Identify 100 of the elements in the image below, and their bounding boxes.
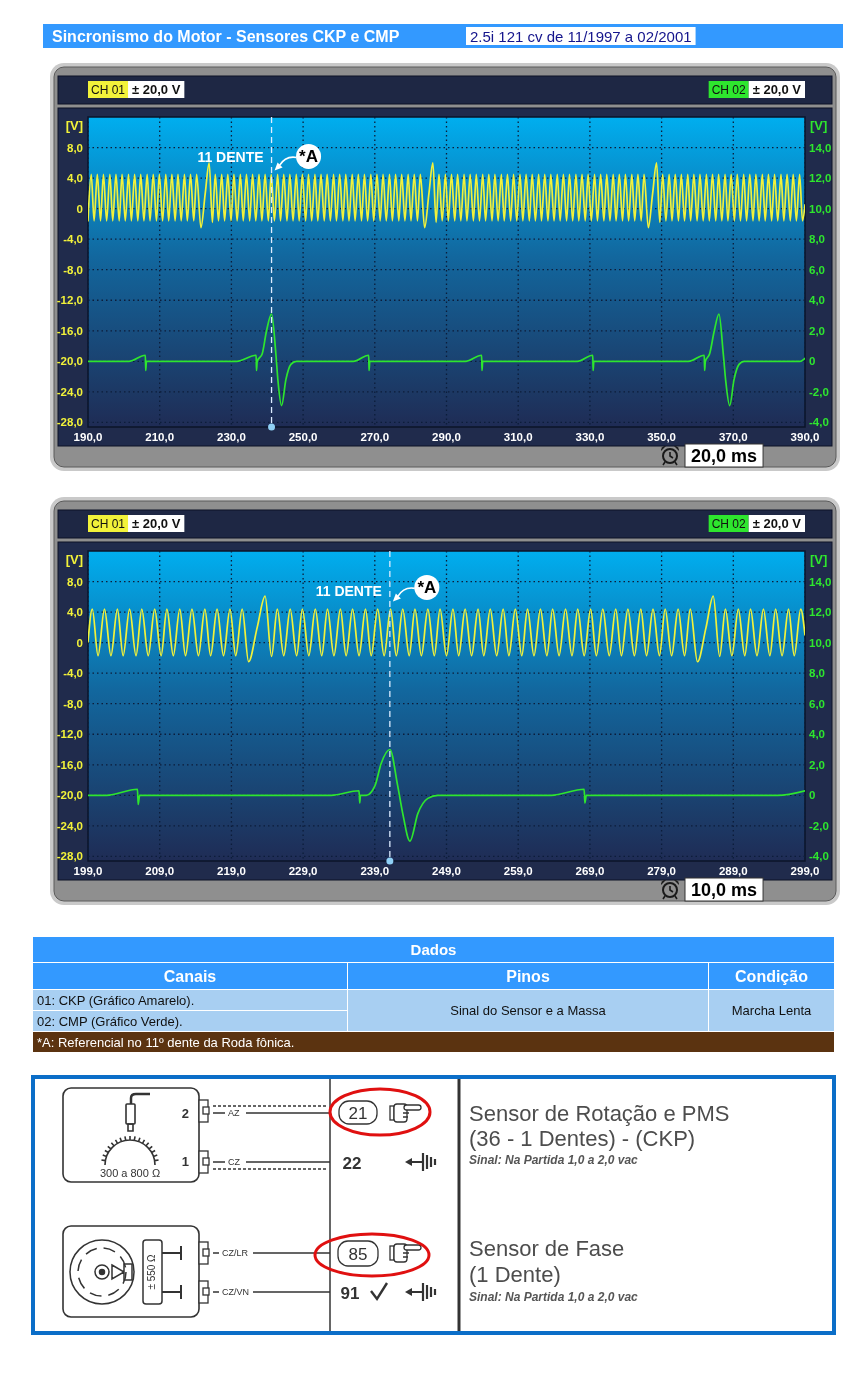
text: CZ xyxy=(228,1157,241,1167)
x-tick-label: 289,0 xyxy=(718,865,748,877)
line-series xyxy=(88,748,805,842)
text: *A: Referencial no 11º dente da Roda fônica. xyxy=(37,1035,295,1050)
chart-title: Sincronismo do Motor - Sensores CKP e CMP xyxy=(52,28,400,45)
y2-tick-label: 10,0 xyxy=(809,636,832,649)
line-series xyxy=(88,313,805,407)
y2-tick-label: 14,0 xyxy=(809,141,832,154)
text: Canais xyxy=(163,968,217,985)
text: 02: CMP (Gráfico Verde). xyxy=(37,1014,183,1029)
y2-tick-label: 14,0 xyxy=(809,575,832,588)
y-tick-label: -8,0 xyxy=(63,697,83,710)
x-tick-label: 219,0 xyxy=(217,865,246,877)
text: Pinos xyxy=(506,968,550,985)
y-axis-title: [V] xyxy=(65,552,83,567)
y-tick-label: -24,0 xyxy=(56,819,83,832)
y2-tick-label: 8,0 xyxy=(809,233,825,246)
text: Sinal do Sensor e a Massa xyxy=(450,1003,607,1018)
y2-tick-label: -2,0 xyxy=(809,819,829,832)
y-tick-label: -12,0 xyxy=(56,294,83,307)
text: Sensor de Fase xyxy=(469,1236,625,1261)
y-tick-label: -12,0 xyxy=(56,728,83,741)
text: 10,0 ms xyxy=(690,880,758,900)
text: 2 xyxy=(181,1106,189,1121)
y-tick-label: 0 xyxy=(76,202,83,215)
y-tick-label: 4,0 xyxy=(67,172,83,185)
y-tick-label: -4,0 xyxy=(63,667,83,680)
x-tick-label: 199,0 xyxy=(73,865,103,877)
y-tick-label: -28,0 xyxy=(56,416,83,429)
text: CH 01 xyxy=(91,83,126,97)
y-axis-title: [V] xyxy=(65,118,83,133)
x-tick-label: 390,0 xyxy=(790,431,820,443)
y2-axis-title: [V] xyxy=(810,552,828,567)
text: Dados xyxy=(410,941,457,958)
ref-line-label: 11 DENTE xyxy=(315,583,382,599)
x-tick-label: 270,0 xyxy=(360,431,390,443)
text: ± 550 Ω xyxy=(146,1253,157,1290)
text: 22 xyxy=(342,1154,362,1173)
y2-tick-label: 12,0 xyxy=(809,172,832,185)
text: CH 02 xyxy=(711,83,746,97)
line-series xyxy=(88,595,805,663)
text: (1 Dente) xyxy=(469,1262,561,1287)
text: (36 - 1 Dentes) - (CKP) xyxy=(469,1126,696,1151)
y2-tick-label: 0 xyxy=(809,789,816,802)
x-tick-label: 290,0 xyxy=(432,431,461,443)
y2-tick-label: 2,0 xyxy=(809,324,825,337)
x-tick-label: 299,0 xyxy=(790,865,820,877)
y2-tick-label: 4,0 xyxy=(809,728,825,741)
y-tick-label: -16,0 xyxy=(56,324,83,337)
text: 1 xyxy=(181,1154,189,1169)
x-tick-label: 210,0 xyxy=(145,431,175,443)
line-series xyxy=(88,161,805,229)
x-tick-label: 269,0 xyxy=(575,865,605,877)
text: Sensor de Rotação e PMS xyxy=(469,1101,730,1126)
y2-axis-title: [V] xyxy=(810,118,828,133)
x-tick-label: 259,0 xyxy=(503,865,533,877)
x-tick-label: 250,0 xyxy=(288,431,318,443)
x-tick-label: 350,0 xyxy=(647,431,676,443)
y2-tick-label: 2,0 xyxy=(809,758,825,771)
y2-tick-label: 4,0 xyxy=(809,294,825,307)
y-tick-label: -20,0 xyxy=(56,789,83,802)
text: Condição xyxy=(735,968,809,985)
y-tick-label: -20,0 xyxy=(56,355,83,368)
y-tick-label: -24,0 xyxy=(56,385,83,398)
y2-tick-label: 0 xyxy=(809,355,816,368)
y-tick-label: -16,0 xyxy=(56,758,83,771)
x-tick-label: 230,0 xyxy=(217,431,246,443)
text: 85 xyxy=(348,1245,368,1264)
y-tick-label: -4,0 xyxy=(63,233,83,246)
y2-tick-label: 10,0 xyxy=(809,202,832,215)
y2-tick-label: -2,0 xyxy=(809,385,829,398)
text: 20,0 ms xyxy=(690,446,758,466)
x-tick-label: 370,0 xyxy=(718,431,748,443)
y2-tick-label: -4,0 xyxy=(809,416,829,429)
y-tick-label: -8,0 xyxy=(63,263,83,276)
text: ± 20,0 V xyxy=(132,516,181,531)
y-tick-label: 0 xyxy=(76,636,83,649)
text: CZ/LR xyxy=(222,1248,249,1258)
y2-tick-label: 6,0 xyxy=(809,697,825,710)
text: Sinal: Na Partida 1,0 a 2,0 vac xyxy=(469,1290,639,1304)
x-tick-label: 249,0 xyxy=(432,865,461,877)
text: Sinal: Na Partida 1,0 a 2,0 vac xyxy=(469,1153,639,1167)
y2-tick-label: 8,0 xyxy=(809,667,825,680)
x-tick-label: 209,0 xyxy=(145,865,175,877)
text: AZ xyxy=(228,1108,240,1118)
text: CH 01 xyxy=(91,517,126,531)
ref-line-label: 11 DENTE xyxy=(197,149,264,165)
x-tick-label: 239,0 xyxy=(360,865,390,877)
text: 300 a 800 Ω xyxy=(99,1167,161,1179)
x-tick-label: 190,0 xyxy=(73,431,103,443)
x-tick-label: 310,0 xyxy=(503,431,533,443)
y-tick-label: 8,0 xyxy=(67,575,83,588)
text: 01: CKP (Gráfico Amarelo). xyxy=(37,993,195,1008)
y2-tick-label: 6,0 xyxy=(809,263,825,276)
x-tick-label: 229,0 xyxy=(288,865,318,877)
x-tick-label: 330,0 xyxy=(575,431,605,443)
text: ± 20,0 V xyxy=(752,516,802,531)
text: CH 02 xyxy=(711,517,746,531)
y-tick-label: 8,0 xyxy=(67,141,83,154)
text: ± 20,0 V xyxy=(752,82,802,97)
